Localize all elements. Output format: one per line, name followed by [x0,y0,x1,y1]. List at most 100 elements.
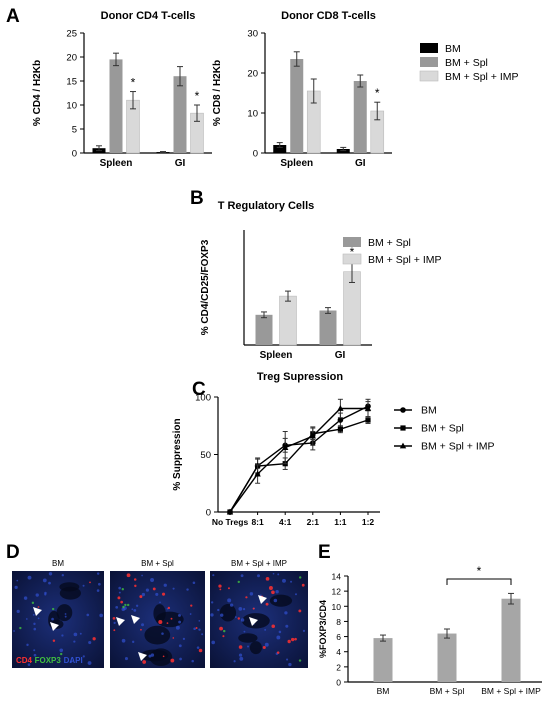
micro-arrowhead-0 [33,607,42,616]
b-ylabel: % CD4/CD25/FOXP3 [200,239,211,335]
micro-nucleus-2-38 [288,662,292,667]
micro-cd4-2-16 [218,584,222,588]
micro-nucleus-0-25 [99,613,104,618]
legend-top-label-0: BM [445,43,461,55]
micro-nucleus-0-13 [69,660,73,664]
e-ytick-label-7: 14 [332,572,342,582]
legend-c-marker-2 [399,442,407,449]
micro-cd4-2-10 [219,588,222,591]
micro-foxp3-1-1 [121,588,124,591]
a2-ytick-label-3: 30 [247,29,258,40]
micro-nucleus-0-17 [23,596,28,600]
a2-bar-0-1 [290,59,304,153]
micro-nucleus-2-13 [285,624,289,628]
micro-title-0: BM [52,559,64,568]
micro-nucleus-1-33 [141,623,145,627]
legend-b-swatch-0 [343,237,361,247]
a2-bar-0-0 [273,145,287,153]
micro-nucleus-1-26 [118,591,121,594]
micro-nucleus-0-4 [27,663,31,666]
micro-nucleus-1-12 [186,588,189,591]
a1-ytick-label-5: 25 [66,29,77,40]
micro-foxp3-2-0 [298,576,302,579]
micro-cd4-1-15 [140,628,142,631]
a1-ytick-label-1: 5 [72,125,77,136]
legend-b-label-1: BM + Spl + IMP [368,254,442,266]
micro-foxp3-1-0 [122,605,125,609]
micro-cd4-1-14 [162,655,165,658]
e-ylabel: %FOXP3/CD4 [318,600,328,658]
chart-c-suppression: 0 50 100 % Suppression Treg Supression No Tre… [172,371,380,527]
micro-cd4-1-4 [152,587,156,591]
micro-nucleus-1-6 [172,587,175,590]
micro-nucleus-0-22 [73,640,76,643]
micro-nucleus-2-27 [257,574,260,578]
micro-nucleus-2-7 [284,611,288,615]
micro-cd4-1-2 [142,660,147,664]
a1-ytick-label-0: 0 [72,149,77,160]
micro-nucleus-0-24 [64,613,67,615]
micro-nucleus-2-34 [273,598,278,603]
legend-top: BM BM + Spl BM + Spl + IMP [419,43,519,83]
micro-arrowhead-2 [116,617,125,626]
micro-gap-2-3 [269,594,293,607]
micro-nucleus-0-18 [87,661,92,665]
c-point-1-5 [365,417,371,423]
micro-nucleus-0-3 [61,634,64,637]
micro-nucleus-1-22 [141,592,146,597]
c-xtick-label-3: 2:1 [307,517,320,527]
micro-gap-0-4 [59,586,81,600]
micro-nucleus-0-26 [64,615,67,618]
e-bar-1 [437,633,457,682]
micro-nucleus-2-35 [242,607,246,611]
micro-nucleus-1-9 [145,588,149,592]
micro-nucleus-2-19 [278,630,282,634]
micro-nucleus-0-11 [32,613,35,616]
a2-xtick-label-0: Spleen [280,158,313,169]
micro-nucleus-2-31 [240,618,245,622]
micro-arrowhead-3 [131,615,140,624]
micro-cd4-2-11 [265,602,269,606]
micro-nucleus-0-38 [48,581,51,585]
micro-nucleus-2-3 [217,608,220,612]
a1-xtick-label-1: GI [175,158,186,169]
micro-title-2: BM + Spl + IMP [231,559,287,568]
micro-nucleus-0-1 [98,582,101,586]
micro-cd4-2-17 [271,590,275,595]
micro-nucleus-0-29 [73,632,78,637]
micro-foxp3-0-2 [51,607,55,611]
a1-xtick-label-0: Spleen [100,158,133,169]
b-bar-0-0 [255,314,273,345]
micro-foxp3-0-1 [19,626,22,630]
micro-foxp3-1-2 [127,603,130,607]
c-point-2-4 [337,405,344,411]
c-point-2-3 [309,432,316,439]
legend-c-label-1: BM + Spl [421,423,464,435]
b-bar-1-0 [319,310,337,345]
micro-cd4-2-8 [237,617,241,620]
micro-arrowhead-1 [50,622,59,631]
c-point-0-4 [337,417,344,423]
micro-nucleus-0-32 [59,648,64,653]
micro-nucleus-1-20 [121,638,126,643]
micro-title-1: BM + Spl [141,559,174,568]
micro-nucleus-0-28 [14,585,18,590]
c-point-2-0 [226,508,234,515]
c-xtick-label-4: 1:1 [334,517,347,527]
legend-c-label-0: BM [421,405,437,417]
micro-cd4-0-1 [92,637,96,641]
legend-c-marker-0 [400,407,406,413]
micro-nucleus-1-38 [179,657,182,661]
legend-top-swatch-2 [419,70,439,82]
legend-top-label-2: BM + Spl + IMP [445,71,519,83]
micro-nucleus-2-33 [294,593,297,596]
c-point-2-1 [254,470,261,477]
micro-nucleus-1-29 [124,657,129,661]
legend-b-swatch-1 [342,253,362,265]
micro-nucleus-1-27 [175,625,180,630]
micro-stain-label-1: FOXP3 [35,656,62,665]
micro-stain-label-0: CD4 [16,656,33,665]
micro-cd4-1-21 [158,619,163,625]
micro-nucleus-0-9 [33,627,37,631]
micro-nucleus-0-7 [42,578,47,583]
